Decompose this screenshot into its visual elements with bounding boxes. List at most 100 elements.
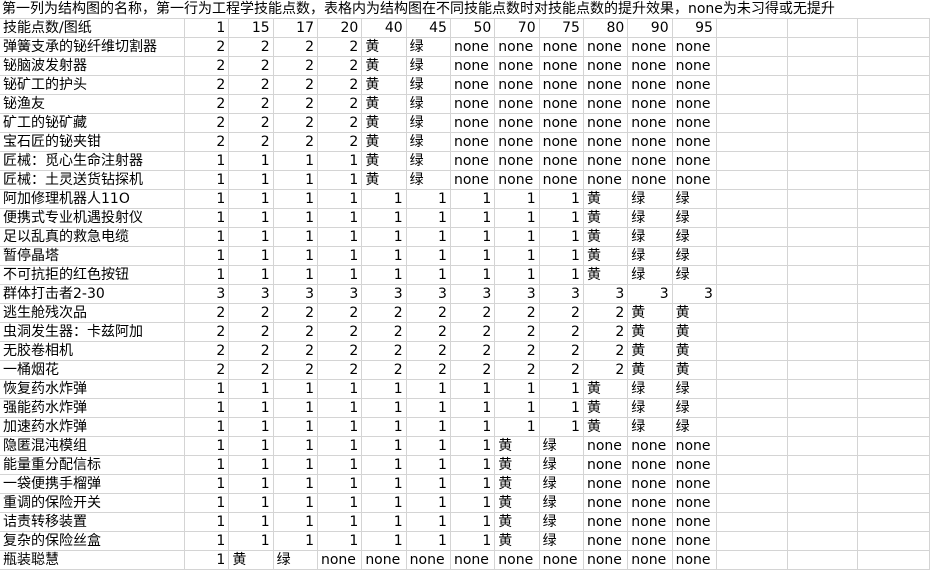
value-cell[interactable]: none bbox=[583, 76, 629, 95]
value-cell[interactable]: 绿 bbox=[406, 114, 451, 133]
value-cell[interactable]: 1 bbox=[185, 380, 230, 399]
value-cell[interactable]: none bbox=[583, 171, 629, 190]
value-cell[interactable]: none bbox=[495, 38, 540, 57]
value-cell[interactable]: 1 bbox=[406, 190, 451, 209]
empty-cell[interactable] bbox=[787, 133, 858, 152]
value-cell[interactable]: 2 bbox=[406, 323, 451, 342]
value-cell[interactable]: 2 bbox=[185, 38, 230, 57]
value-cell[interactable]: 1 bbox=[229, 456, 274, 475]
value-cell[interactable]: 黄 bbox=[362, 133, 407, 152]
value-cell[interactable]: 1 bbox=[273, 532, 318, 551]
value-cell[interactable]: 黄 bbox=[362, 57, 407, 76]
value-cell[interactable]: 1 bbox=[185, 513, 230, 532]
empty-cell[interactable] bbox=[716, 209, 788, 228]
empty-cell[interactable] bbox=[716, 304, 788, 323]
value-cell[interactable]: 绿 bbox=[672, 399, 717, 418]
value-cell[interactable]: 2 bbox=[273, 95, 318, 114]
value-cell[interactable]: 2 bbox=[185, 114, 230, 133]
row-name-cell[interactable]: 匠械：土灵送货钻探机 bbox=[0, 171, 185, 190]
value-cell[interactable]: 1 bbox=[317, 228, 363, 247]
value-cell[interactable]: 2 bbox=[185, 342, 230, 361]
value-cell[interactable]: 1 bbox=[273, 247, 318, 266]
value-cell[interactable]: 绿 bbox=[672, 247, 717, 266]
empty-cell[interactable] bbox=[787, 152, 858, 171]
column-header-cell[interactable]: 40 bbox=[362, 19, 407, 38]
value-cell[interactable]: 1 bbox=[317, 209, 363, 228]
empty-cell[interactable] bbox=[857, 228, 930, 247]
value-cell[interactable]: 2 bbox=[495, 361, 540, 380]
empty-cell[interactable] bbox=[716, 247, 788, 266]
value-cell[interactable]: 1 bbox=[406, 494, 451, 513]
value-cell[interactable]: 1 bbox=[362, 475, 407, 494]
value-cell[interactable]: 2 bbox=[539, 304, 584, 323]
value-cell[interactable]: 1 bbox=[450, 494, 496, 513]
value-cell[interactable]: 黄 bbox=[628, 323, 673, 342]
value-cell[interactable]: 1 bbox=[539, 380, 584, 399]
value-cell[interactable]: 1 bbox=[539, 399, 584, 418]
value-cell[interactable]: 3 bbox=[273, 285, 318, 304]
empty-cell[interactable] bbox=[787, 456, 858, 475]
value-cell[interactable]: 1 bbox=[362, 228, 407, 247]
row-name-cell[interactable]: 矿工的铋矿藏 bbox=[0, 114, 185, 133]
row-name-cell[interactable]: 一桶烟花 bbox=[0, 361, 185, 380]
value-cell[interactable]: 1 bbox=[229, 475, 274, 494]
value-cell[interactable]: none bbox=[450, 38, 496, 57]
value-cell[interactable]: 1 bbox=[539, 418, 584, 437]
empty-cell[interactable] bbox=[857, 114, 930, 133]
empty-cell[interactable] bbox=[787, 247, 858, 266]
value-cell[interactable]: 绿 bbox=[628, 209, 673, 228]
value-cell[interactable]: 2 bbox=[317, 114, 363, 133]
value-cell[interactable]: 2 bbox=[450, 342, 496, 361]
value-cell[interactable]: 黄 bbox=[583, 228, 629, 247]
value-cell[interactable]: none bbox=[583, 38, 629, 57]
column-header-cell[interactable]: 90 bbox=[628, 19, 673, 38]
value-cell[interactable]: 黄 bbox=[583, 399, 629, 418]
value-cell[interactable]: none bbox=[495, 76, 540, 95]
empty-cell[interactable] bbox=[716, 95, 788, 114]
value-cell[interactable]: 绿 bbox=[406, 38, 451, 57]
value-cell[interactable]: 1 bbox=[229, 266, 274, 285]
value-cell[interactable]: none bbox=[495, 95, 540, 114]
value-cell[interactable]: 2 bbox=[185, 133, 230, 152]
value-cell[interactable]: 黄 bbox=[628, 304, 673, 323]
value-cell[interactable]: 2 bbox=[273, 38, 318, 57]
empty-cell[interactable] bbox=[857, 513, 930, 532]
value-cell[interactable]: 1 bbox=[185, 494, 230, 513]
column-header-cell[interactable]: 1 bbox=[185, 19, 230, 38]
sheet-title-cell[interactable]: 第一列为结构图的名称，第一行为工程学技能点数，表格内为结构图在不同技能点数时对技… bbox=[0, 0, 930, 19]
empty-cell[interactable] bbox=[787, 76, 858, 95]
value-cell[interactable]: 黄 bbox=[362, 76, 407, 95]
empty-cell[interactable] bbox=[716, 494, 788, 513]
row-name-cell[interactable]: 足以乱真的救急电缆 bbox=[0, 228, 185, 247]
value-cell[interactable]: 1 bbox=[229, 228, 274, 247]
value-cell[interactable]: none bbox=[672, 133, 717, 152]
empty-cell[interactable] bbox=[787, 304, 858, 323]
empty-cell[interactable] bbox=[857, 456, 930, 475]
value-cell[interactable]: 2 bbox=[539, 323, 584, 342]
value-cell[interactable]: none bbox=[495, 133, 540, 152]
value-cell[interactable]: none bbox=[583, 152, 629, 171]
value-cell[interactable]: 2 bbox=[495, 342, 540, 361]
empty-cell[interactable] bbox=[716, 114, 788, 133]
value-cell[interactable]: 2 bbox=[362, 361, 407, 380]
value-cell[interactable]: 1 bbox=[229, 494, 274, 513]
value-cell[interactable]: 绿 bbox=[406, 133, 451, 152]
value-cell[interactable]: 1 bbox=[406, 209, 451, 228]
value-cell[interactable]: 黄 bbox=[583, 266, 629, 285]
value-cell[interactable]: 2 bbox=[273, 323, 318, 342]
value-cell[interactable]: 绿 bbox=[628, 399, 673, 418]
value-cell[interactable]: 黄 bbox=[672, 342, 717, 361]
value-cell[interactable]: 1 bbox=[273, 171, 318, 190]
empty-cell[interactable] bbox=[787, 342, 858, 361]
value-cell[interactable]: 2 bbox=[229, 57, 274, 76]
value-cell[interactable]: none bbox=[672, 152, 717, 171]
value-cell[interactable]: none bbox=[583, 494, 629, 513]
column-header-cell[interactable]: 45 bbox=[406, 19, 451, 38]
value-cell[interactable]: 1 bbox=[450, 418, 496, 437]
row-name-cell[interactable]: 重调的保险开关 bbox=[0, 494, 185, 513]
row-name-cell[interactable]: 逃生舱残次品 bbox=[0, 304, 185, 323]
empty-cell[interactable] bbox=[716, 361, 788, 380]
value-cell[interactable]: 1 bbox=[229, 171, 274, 190]
value-cell[interactable]: 1 bbox=[406, 532, 451, 551]
value-cell[interactable]: 1 bbox=[185, 247, 230, 266]
